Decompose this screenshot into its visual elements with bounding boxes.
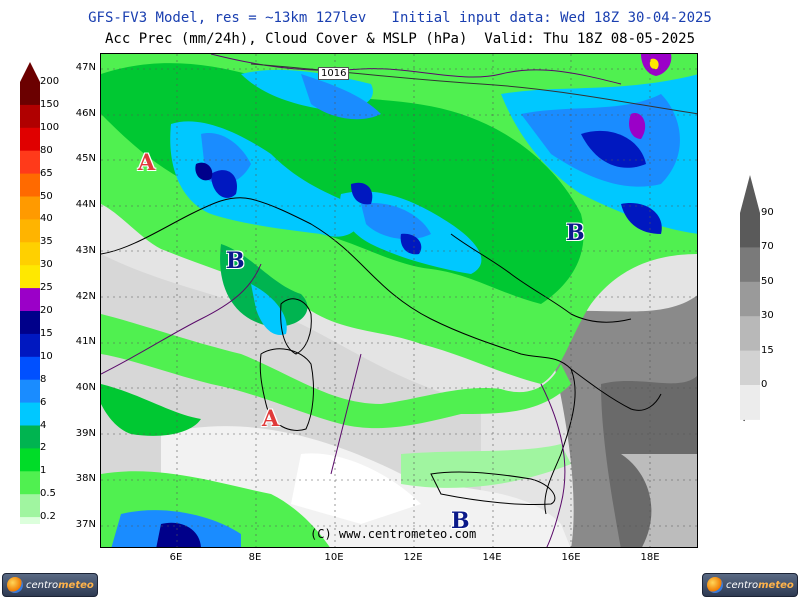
longitude-label: 8E [248,552,262,563]
precip-swatch [20,379,40,404]
precip-legend-label: 30 [40,259,53,271]
precip-colorbar-cap [20,62,40,82]
cloud-swatch [740,213,760,248]
cloud-legend-label: 90 [761,207,774,218]
precip-swatch [20,494,40,518]
precip-swatch [20,150,40,175]
model-title: GFS-FV3 Model, res = ~13km 127lev Initia… [88,10,712,26]
cloud-swatch [740,350,760,386]
high-pressure-center: A [138,150,156,176]
latitude-label: 39N [75,427,96,439]
precip-swatch [20,471,40,495]
cloud-legend-label: 70 [761,241,774,253]
cloud-swatch [740,247,760,283]
latitude-label: 43N [75,244,96,256]
precip-legend-label: 0.5 [40,488,56,500]
copyright-text: (C) www.centrometeo.com [310,527,477,541]
precip-swatch [20,104,40,129]
latitude-label: 37N [75,519,96,530]
latitude-label: 38N [75,473,96,485]
longitude-label: 14E [482,552,502,563]
cloud-legend-label: 50 [761,275,774,287]
precip-swatch [20,265,40,289]
latitude-label: 44N [75,199,96,211]
globe-icon [7,577,23,593]
precip-swatch [20,173,40,197]
precip-legend-label: 15 [40,327,53,339]
precip-legend-label: 8 [40,373,47,385]
weather-map [100,53,698,548]
precip-legend-label: 150 [40,98,60,110]
low-pressure-center: B [566,220,585,246]
precip-swatch [20,402,40,426]
precip-legend-label: 6 [40,396,47,408]
precip-legend-label: 200 [40,76,60,87]
precip-swatch [20,448,40,472]
cloud-legend-label: 0 [761,379,768,390]
latitude-label: 41N [75,336,96,348]
latitude-label: 46N [75,107,96,119]
latitude-label: 40N [75,381,96,393]
high-pressure-center: A [262,406,280,432]
precip-legend-label: 10 [40,350,53,362]
isobar-label: 1016 [318,67,350,80]
precip-legend-label: 25 [40,282,53,294]
cloud-colorbar [740,175,760,422]
precip-legend-label: 80 [40,144,53,156]
precip-swatch [20,333,40,358]
map-canvas [101,54,697,547]
precip-legend-label: 4 [40,419,47,431]
precip-legend-label: 50 [40,190,53,202]
cloud-legend-label: 15 [761,344,774,356]
precip-swatch [20,196,40,220]
low-pressure-center: B [451,508,470,534]
precip-legend-label: 2 [40,442,47,454]
longitude-label: 6E [169,552,183,563]
cloud-legend-label: 30 [761,310,774,322]
latitude-label: 47N [75,62,96,73]
cloud-colorbar-cap [740,175,760,213]
precip-colorbar [20,62,40,524]
latitude-label: 42N [75,290,96,302]
latitude-label: 45N [75,153,96,165]
precip-swatch [20,242,40,266]
precip-swatch [20,311,40,335]
longitude-label: 10E [324,552,344,563]
logo-text: centrometeo [26,579,94,591]
field-title: Acc Prec (mm/24h), Cloud Cover & MSLP (h… [104,31,695,47]
longitude-label: 16E [561,552,581,563]
globe-icon [707,577,723,593]
precip-swatch [20,219,40,243]
precip-swatch [20,425,40,449]
cloud-swatch [740,281,760,317]
precip-swatch [20,82,40,106]
precip-swatch [20,356,40,381]
cloud-swatch [740,316,760,352]
longitude-label: 12E [403,552,423,563]
centrometeo-logo[interactable]: centrometeo [702,573,798,597]
precip-legend-label: 40 [40,213,53,225]
precip-swatch [20,127,40,152]
precip-swatch [20,288,40,312]
longitude-label: 18E [640,552,660,563]
precip-legend-label: 65 [40,167,53,179]
precip-legend-label: 100 [40,121,60,133]
logo-text: centrometeo [726,579,794,591]
precip-legend-label: 1 [40,465,47,477]
precip-swatch [20,517,40,524]
cloud-swatch [740,385,760,420]
low-pressure-center: B [226,248,245,274]
centrometeo-logo[interactable]: centrometeo [2,573,98,597]
precip-legend-label: 0.2 [40,511,56,523]
precip-legend-label: 20 [40,305,53,316]
precip-legend-label: 35 [40,236,53,248]
